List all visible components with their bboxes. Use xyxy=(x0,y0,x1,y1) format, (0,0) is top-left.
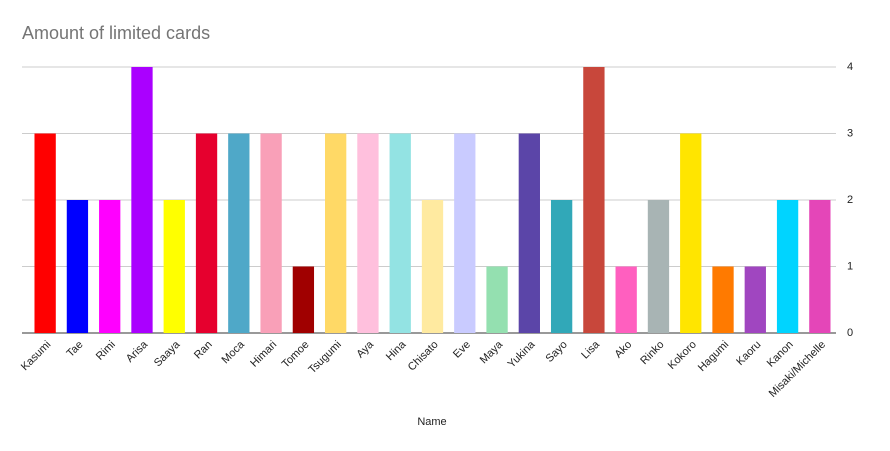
bar xyxy=(744,266,766,333)
x-tick-label: Hina xyxy=(384,338,409,363)
x-tick-label: Kokoro xyxy=(666,339,699,372)
bar xyxy=(680,133,702,333)
x-tick-label: Misaki/Michelle xyxy=(767,339,828,400)
bar xyxy=(809,200,831,333)
bar xyxy=(66,200,89,333)
bar xyxy=(583,67,605,333)
x-tick-label: Tae xyxy=(65,339,86,360)
bar xyxy=(34,133,56,333)
x-tick-label: Rimi xyxy=(94,339,118,363)
bar xyxy=(550,200,573,333)
bar xyxy=(421,200,444,333)
x-tick-label: Saaya xyxy=(152,338,183,369)
bar xyxy=(357,133,379,333)
bar xyxy=(454,133,476,333)
x-tick-label: Ran xyxy=(192,339,215,362)
bar xyxy=(615,266,637,333)
bar xyxy=(518,133,540,333)
x-tick-label: Kanon xyxy=(765,339,796,370)
y-tick-label: 0 xyxy=(847,327,853,339)
bar xyxy=(647,200,670,333)
x-tick-label: Tomoe xyxy=(280,339,312,371)
bar xyxy=(163,200,185,333)
y-tick-label: 2 xyxy=(847,194,853,206)
bar xyxy=(712,266,734,333)
x-tick-label: Tsugumi xyxy=(306,339,343,376)
x-tick-label: Sayo xyxy=(544,339,570,365)
x-tick-label: Lisa xyxy=(579,338,602,361)
bar xyxy=(228,133,250,333)
y-tick-label: 1 xyxy=(847,260,853,272)
bar xyxy=(195,133,218,333)
x-tick-label: Arisa xyxy=(124,338,151,365)
bar xyxy=(131,67,153,333)
x-tick-label: Ako xyxy=(612,339,634,361)
x-tick-label: Kasumi xyxy=(19,339,53,373)
x-tick-label: Rinko xyxy=(638,339,666,367)
x-tick-label: Kaoru xyxy=(734,339,763,368)
bar xyxy=(325,133,347,333)
x-tick-label: Hagumi xyxy=(696,339,731,374)
x-tick-label: Moca xyxy=(219,338,247,366)
bar xyxy=(99,200,121,333)
bar xyxy=(486,266,508,333)
x-tick-label: Himari xyxy=(248,339,279,370)
x-axis-title: Name xyxy=(417,416,446,428)
y-tick-label: 4 xyxy=(847,61,853,73)
bar xyxy=(776,200,799,333)
y-tick-label: 3 xyxy=(847,127,853,139)
x-tick-label: Aya xyxy=(354,338,376,360)
chart-title: Amount of limited cards xyxy=(22,23,210,43)
bar xyxy=(292,266,315,333)
x-tick-label: Chisato xyxy=(406,339,441,374)
bar xyxy=(260,133,282,333)
x-tick-label: Yukina xyxy=(506,338,538,370)
x-tick-label: Eve xyxy=(451,339,473,361)
x-tick-label: Maya xyxy=(478,338,506,366)
bar xyxy=(389,133,411,333)
